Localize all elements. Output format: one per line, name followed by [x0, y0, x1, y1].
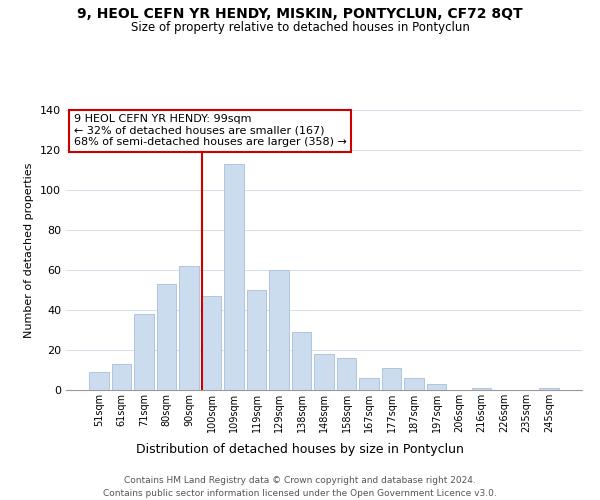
Text: Contains HM Land Registry data © Crown copyright and database right 2024.
Contai: Contains HM Land Registry data © Crown c…	[103, 476, 497, 498]
Bar	[202, 296, 221, 390]
Text: Distribution of detached houses by size in Pontyclun: Distribution of detached houses by size …	[136, 442, 464, 456]
Bar	[404, 378, 424, 390]
Bar	[89, 372, 109, 390]
Bar	[314, 354, 334, 390]
Bar	[292, 332, 311, 390]
Bar	[269, 270, 289, 390]
Bar	[427, 384, 446, 390]
Text: 9, HEOL CEFN YR HENDY, MISKIN, PONTYCLUN, CF72 8QT: 9, HEOL CEFN YR HENDY, MISKIN, PONTYCLUN…	[77, 8, 523, 22]
Text: 9 HEOL CEFN YR HENDY: 99sqm
← 32% of detached houses are smaller (167)
68% of se: 9 HEOL CEFN YR HENDY: 99sqm ← 32% of det…	[74, 114, 347, 148]
Text: Size of property relative to detached houses in Pontyclun: Size of property relative to detached ho…	[131, 21, 469, 34]
Bar	[382, 368, 401, 390]
Bar	[134, 314, 154, 390]
Bar	[337, 358, 356, 390]
Y-axis label: Number of detached properties: Number of detached properties	[25, 162, 34, 338]
Bar	[247, 290, 266, 390]
Bar	[539, 388, 559, 390]
Bar	[179, 266, 199, 390]
Bar	[359, 378, 379, 390]
Bar	[224, 164, 244, 390]
Bar	[112, 364, 131, 390]
Bar	[472, 388, 491, 390]
Bar	[157, 284, 176, 390]
